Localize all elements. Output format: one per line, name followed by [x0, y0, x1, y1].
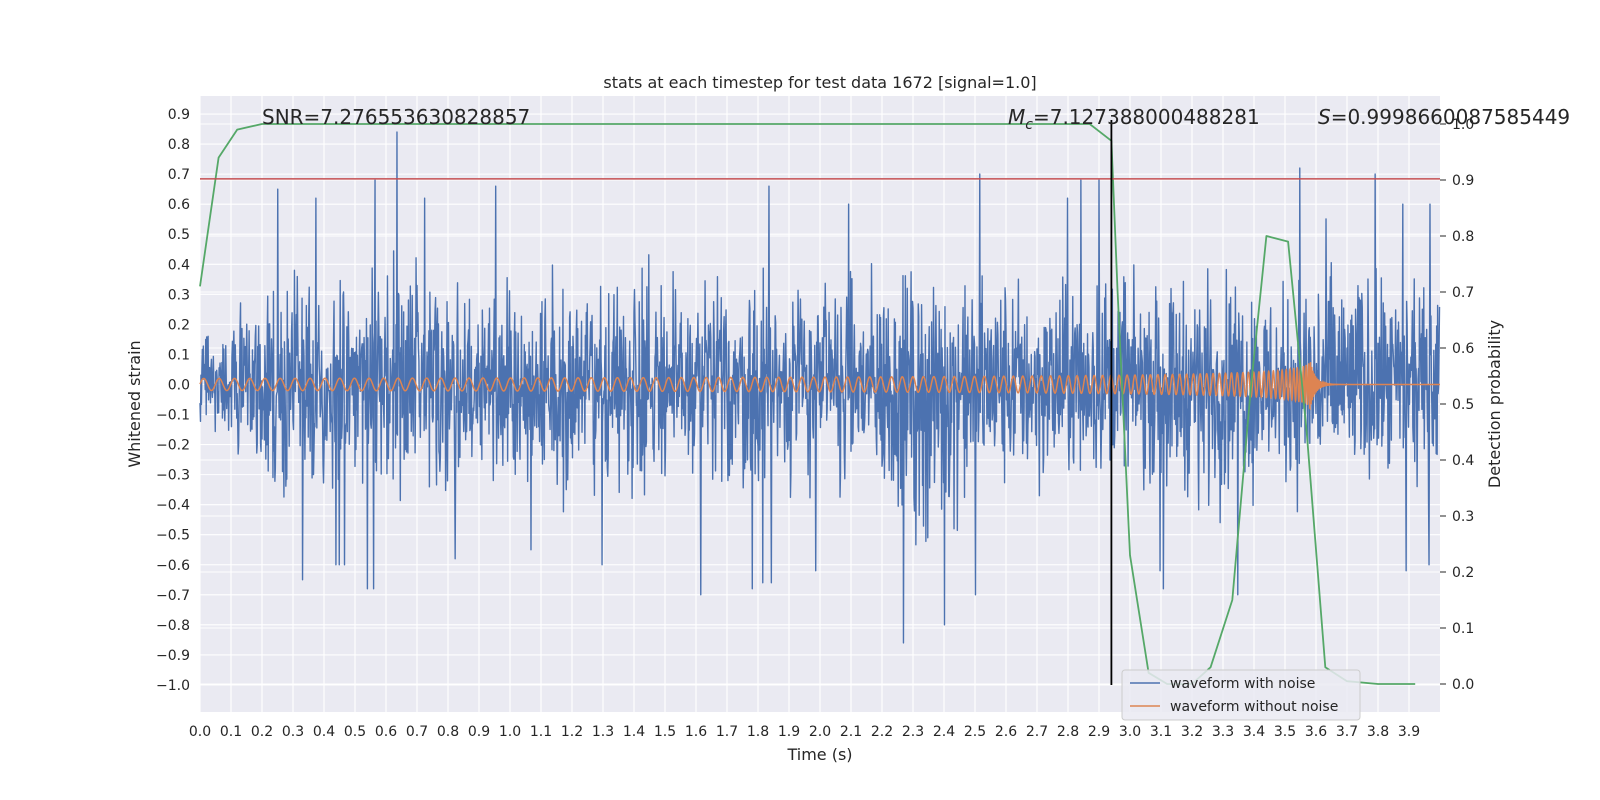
x-tick-label: 0.2: [251, 724, 273, 740]
x-tick-label: 1.3: [592, 724, 614, 740]
score-annotation: S=0.9998660087585449: [1318, 105, 1570, 129]
y-tick-label: 0.3: [168, 287, 190, 303]
y-tick-label: −1.0: [156, 678, 190, 694]
x-tick-label: 3.9: [1398, 724, 1420, 740]
x-tick-label: 0.9: [468, 724, 490, 740]
y-tick-label: 0.7: [168, 167, 190, 183]
x-tick-label: 3.7: [1336, 724, 1358, 740]
chirp-mass-value: =7.127388000488281: [1033, 105, 1260, 129]
series-waveform-without-noise: [199, 362, 1440, 411]
x-tick-label: 3.4: [1243, 724, 1265, 740]
reference-lines: [200, 120, 1440, 685]
y-tick-label: 0.1: [168, 347, 190, 363]
legend-box: [1121, 669, 1361, 721]
x-tick-label: 3.5: [1274, 724, 1296, 740]
x-tick-label: 2.8: [1057, 724, 1079, 740]
x-tick-label: 3.0: [1119, 724, 1141, 740]
y-axis-label: Whitened strain: [125, 340, 144, 467]
y2-tick-label: 0.7: [1452, 285, 1474, 301]
y-tick-label: 0.2: [168, 317, 190, 333]
x-tick-label: 2.1: [840, 724, 862, 740]
x-tick-label: 2.5: [964, 724, 986, 740]
x-tick-label: 0.4: [313, 724, 335, 740]
x-tick-label: 1.2: [561, 724, 583, 740]
x-tick-label: 1.4: [623, 724, 645, 740]
y2-tick-label: 0.4: [1452, 453, 1474, 469]
x-tick-label: 1.1: [530, 724, 552, 740]
legend: waveform with noise waveform without noi…: [1121, 669, 1361, 721]
x-tick-label: 1.9: [778, 724, 800, 740]
chirp-mass-annotation: Mc=7.127388000488281: [1008, 105, 1260, 133]
x-tick-label: 3.6: [1305, 724, 1327, 740]
legend-label-waveform-without-noise: waveform without noise: [1170, 699, 1338, 715]
x-tick-label: 1.5: [654, 724, 676, 740]
y-tick-label: 0.8: [168, 137, 190, 153]
y2-tick-label: 0.0: [1452, 677, 1474, 693]
snr-annotation: SNR=7.276553630828857: [262, 105, 530, 129]
chirp-mass-subscript: c: [1025, 117, 1033, 133]
y-tick-label: 0.6: [168, 197, 190, 213]
x-tick-label: 2.7: [1026, 724, 1048, 740]
score-symbol: S: [1318, 105, 1331, 129]
x-tick-label: 3.2: [1181, 724, 1203, 740]
y-tick-label: −0.7: [156, 588, 190, 604]
y2-axis-label: Detection probability: [1485, 320, 1504, 488]
y-tick-label: −0.1: [156, 408, 190, 424]
y-tick-label: −0.5: [156, 528, 190, 544]
y2-tick-labels: 1.0 0.9 0.8 0.7 0.6 0.5 0.4 0.3 0.2 0.1 0.0: [1440, 117, 1474, 693]
y2-tick-label: 0.9: [1452, 173, 1474, 189]
x-tick-label: 3.1: [1150, 724, 1172, 740]
x-tick-label: 2.2: [871, 724, 893, 740]
x-tick-label: 2.3: [902, 724, 924, 740]
x-tick-label: 0.0: [189, 724, 211, 740]
x-tick-label: 0.5: [344, 724, 366, 740]
score-value: =0.9998660087585449: [1331, 105, 1570, 129]
legend-label-waveform-with-noise: waveform with noise: [1170, 676, 1315, 692]
y-tick-label: −0.4: [156, 498, 190, 514]
y-tick-label: −0.3: [156, 468, 190, 484]
x-tick-label: 0.1: [220, 724, 242, 740]
chirp-mass-symbol: M: [1008, 105, 1025, 129]
series-line-waveform-with-noise: [199, 131, 1441, 644]
x-tick-label: 3.8: [1367, 724, 1389, 740]
y-tick-label: 0.9: [168, 107, 190, 123]
x-axis-label: Time (s): [786, 745, 852, 764]
y2-tick-label: 0.2: [1452, 565, 1474, 581]
x-tick-label: 1.8: [747, 724, 769, 740]
series-waveform-with-noise: [199, 131, 1441, 644]
y-tick-label: −0.8: [156, 618, 190, 634]
x-tick-label: 2.4: [933, 724, 955, 740]
chart-title: stats at each timestep for test data 167…: [603, 73, 1036, 92]
x-tick-label: 0.3: [282, 724, 304, 740]
y-tick-label: −0.2: [156, 438, 190, 454]
series-line-waveform-without-noise: [199, 362, 1440, 411]
y-tick-label: 0.5: [168, 227, 190, 243]
x-tick-label: 0.7: [406, 724, 428, 740]
y2-tick-label: 0.3: [1452, 509, 1474, 525]
y2-tick-label: 0.5: [1452, 397, 1474, 413]
x-tick-label: 1.7: [716, 724, 738, 740]
y-tick-labels: 0.9 0.8 0.7 0.6 0.5 0.4 0.3 0.2 0.1 0.0 −0.1 −0.2 −0…: [156, 107, 190, 694]
x-tick-label: 3.3: [1212, 724, 1234, 740]
x-tick-labels: 0.0 0.1 0.2 0.3 0.4 0.5 0.6 0.7 0.8 0.9 1.0 1.1 1.2 1…: [189, 724, 1420, 740]
y-tick-label: −0.9: [156, 648, 190, 664]
y2-tick-label: 1.0: [1452, 117, 1474, 133]
y-tick-label: 0.0: [168, 377, 190, 393]
x-tick-label: 2.6: [995, 724, 1017, 740]
x-tick-label: 0.8: [437, 724, 459, 740]
x-tick-label: 0.6: [375, 724, 397, 740]
x-tick-label: 1.6: [685, 724, 707, 740]
x-tick-label: 1.0: [499, 724, 521, 740]
y-tick-label: −0.6: [156, 558, 190, 574]
y2-tick-label: 0.1: [1452, 621, 1474, 637]
y2-tick-label: 0.8: [1452, 229, 1474, 245]
x-tick-label: 2.0: [809, 724, 831, 740]
x-tick-label: 2.9: [1088, 724, 1110, 740]
y2-tick-label: 0.6: [1452, 341, 1474, 357]
y-tick-label: 0.4: [168, 257, 190, 273]
